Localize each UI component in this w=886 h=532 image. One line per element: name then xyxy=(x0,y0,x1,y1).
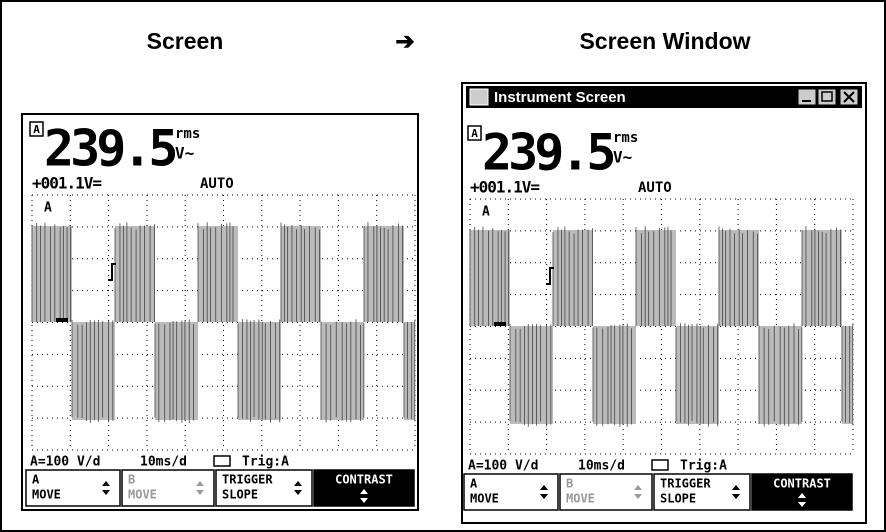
waveform-fill xyxy=(470,230,510,326)
mode: AUTO xyxy=(638,180,672,196)
header-right: Screen Window xyxy=(579,28,750,54)
softkey-line2: MOVE xyxy=(566,492,595,506)
waveform-fill xyxy=(842,326,853,424)
softkey-line1: TRIGGER xyxy=(660,477,711,491)
status-range: A=100 V/d xyxy=(30,455,100,470)
reading-unit-top: rms xyxy=(175,126,200,142)
offset: +001.1V= xyxy=(32,174,101,193)
status-trigger: Trig:A xyxy=(680,459,727,474)
window-controls[interactable] xyxy=(798,89,858,105)
status-timebase: 10ms/d xyxy=(140,455,187,470)
softkey-line1: A xyxy=(32,473,40,487)
waveform-fill xyxy=(198,226,238,322)
offset: +001.1V= xyxy=(470,178,539,197)
reading: 239.5 xyxy=(482,124,613,182)
trace-label: A xyxy=(482,205,490,220)
waveform-fill xyxy=(404,322,415,420)
trace-label: A xyxy=(44,201,52,216)
waveform-fill xyxy=(32,226,72,322)
ground-marker xyxy=(494,322,506,326)
softkey-line2: MOVE xyxy=(128,488,157,502)
status-range: A=100 V/d xyxy=(468,459,538,474)
softkey-line1: CONTRAST xyxy=(773,477,831,491)
status-timebase: 10ms/d xyxy=(578,459,625,474)
waveform-fill xyxy=(676,326,719,424)
badge-text: A xyxy=(471,127,478,140)
softkey-line1: A xyxy=(470,477,478,491)
softkey-line2: MOVE xyxy=(470,492,499,506)
reading-unit: V~ xyxy=(613,148,632,167)
softkey-line2: MOVE xyxy=(32,488,61,502)
softkey-line1: TRIGGER xyxy=(222,473,273,487)
badge-text: A xyxy=(33,123,40,136)
ground-marker xyxy=(56,318,68,322)
reading-unit-top: rms xyxy=(613,130,638,146)
minimize-button[interactable] xyxy=(798,89,816,105)
header-left: Screen xyxy=(147,28,224,54)
softkey-line1: B xyxy=(566,477,573,491)
softkey-line1: B xyxy=(128,473,135,487)
waveform-fill xyxy=(636,230,676,326)
reading-unit: V~ xyxy=(175,144,194,163)
waveform-fill xyxy=(553,230,593,326)
window-title: Instrument Screen xyxy=(494,89,626,106)
window-icon xyxy=(470,89,488,105)
reading: 239.5 xyxy=(44,120,175,178)
mode: AUTO xyxy=(200,176,234,192)
waveform-fill xyxy=(238,322,281,420)
status-trigger: Trig:A xyxy=(242,455,289,470)
softkey-line2: SLOPE xyxy=(222,488,258,502)
softkey-line2: SLOPE xyxy=(660,492,696,506)
softkey-line1: CONTRAST xyxy=(335,473,393,487)
page: Screen ➔ Screen Window Instrument Screen… xyxy=(0,0,886,532)
header-arrow: ➔ xyxy=(395,28,414,54)
waveform-fill xyxy=(115,226,155,322)
